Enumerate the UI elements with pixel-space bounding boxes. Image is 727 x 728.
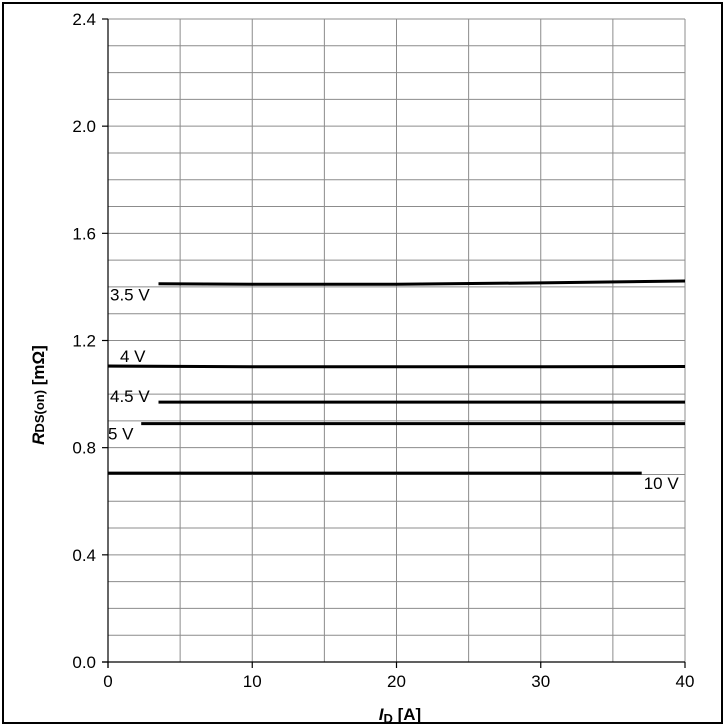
series-label: 5 V [108, 425, 134, 444]
series-lines [107, 279, 686, 475]
y-tick-label: 0.8 [72, 439, 96, 458]
x-tick-label: 20 [387, 672, 406, 691]
tick-labels: 0.0 0.4 0.8 1.2 1.6 2.0 2.4 0 10 20 30 40 [72, 10, 694, 691]
series-labels: 3.5 V 4 V 4.5 V 5 V 10 V [108, 286, 679, 493]
series-label: 10 V [644, 474, 680, 493]
x-tick-label: 30 [531, 672, 550, 691]
x-axis-title-sub: D [384, 711, 393, 726]
y-axis-title-main: R [29, 432, 48, 445]
series-line [158, 279, 686, 286]
series-label: 3.5 V [110, 286, 150, 305]
x-tick-label: 10 [243, 672, 262, 691]
y-tick-label: 2.0 [72, 117, 96, 136]
y-tick-label: 1.2 [72, 332, 96, 351]
grid [102, 18, 686, 668]
y-axis-title-sub: DS(on) [32, 390, 47, 433]
x-axis-title-unit: [A] [393, 705, 421, 724]
series-label: 4.5 V [110, 387, 150, 406]
y-axis-title-unit: [mΩ] [29, 345, 48, 390]
y-tick-label: 1.6 [72, 224, 96, 243]
y-axis-title: RDS(on) [mΩ] [29, 345, 48, 445]
x-tick-label: 0 [103, 672, 112, 691]
y-tick-label: 0.0 [72, 653, 96, 672]
series-line [107, 364, 686, 369]
series-label: 4 V [120, 347, 146, 366]
x-axis-title-main: I [379, 705, 385, 724]
x-axis-title: ID [A] [379, 705, 421, 726]
y-tick-label: 0.4 [72, 546, 96, 565]
x-tick-label: 40 [676, 672, 695, 691]
y-tick-label: 2.4 [72, 10, 96, 29]
